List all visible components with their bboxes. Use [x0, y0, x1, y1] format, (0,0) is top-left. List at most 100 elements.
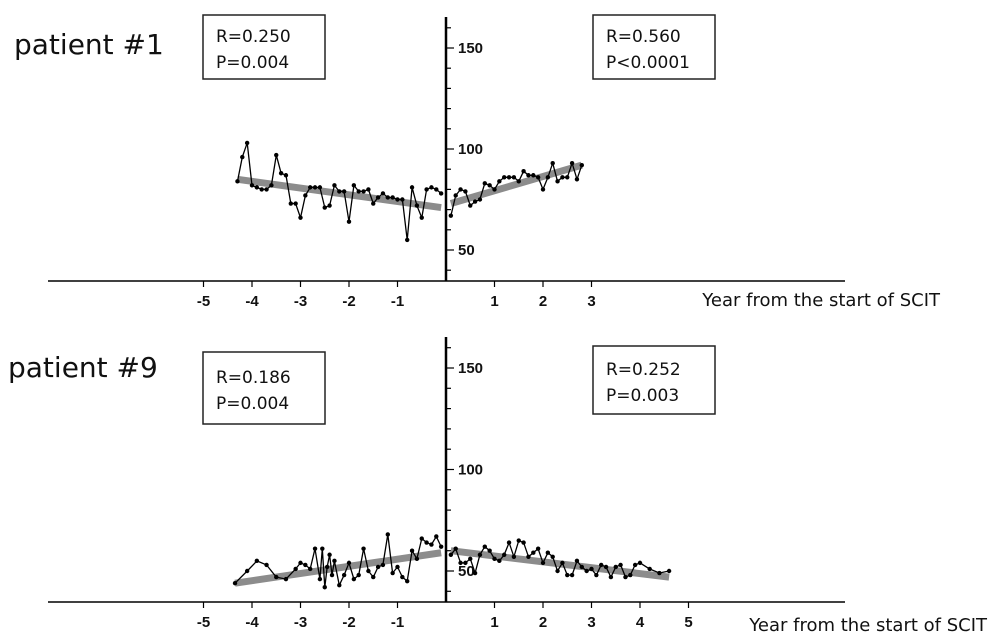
x-tick-label: -3 [294, 293, 307, 310]
data-point [623, 574, 628, 580]
data-point [371, 574, 376, 580]
x-tick-label: 3 [587, 614, 595, 631]
stats-box-before [202, 14, 326, 80]
x-tick-label: -5 [197, 614, 210, 631]
data-point [351, 183, 357, 188]
data-point [346, 560, 352, 566]
stat-r-after: R=0.252 [606, 360, 681, 380]
data-point [555, 179, 560, 184]
data-point [312, 546, 318, 551]
x-axis-title: Year from the start of SCIT [701, 290, 941, 311]
data-point [584, 568, 589, 574]
data-point [569, 160, 575, 166]
data-point [322, 585, 327, 590]
data-point [540, 560, 546, 566]
trend-line-after [449, 161, 583, 207]
data-point [317, 185, 323, 190]
data-point [594, 572, 599, 578]
data-point [317, 576, 323, 582]
data-point [434, 534, 439, 539]
stats-box-before [202, 351, 326, 425]
data-point [477, 552, 483, 557]
data-series [235, 140, 584, 243]
data-point [361, 546, 366, 551]
data-point [429, 542, 434, 547]
data-point [637, 560, 643, 566]
x-tick-label: 2 [539, 614, 547, 631]
data-point [244, 140, 250, 146]
x-tick-label: 2 [539, 293, 547, 310]
data-point [438, 191, 444, 196]
data-point [487, 183, 492, 188]
data-point [448, 213, 454, 218]
data-point [390, 570, 395, 576]
data-point [424, 187, 429, 192]
stats-box-after [592, 14, 716, 80]
data-point [521, 169, 526, 174]
data-point [540, 187, 546, 192]
x-tick-label: 5 [684, 614, 692, 631]
data-point [337, 189, 342, 194]
data-point [599, 562, 604, 568]
data-point [463, 560, 468, 566]
y-tick-label: 50 [458, 242, 475, 259]
data-point [322, 205, 327, 210]
data-point [657, 570, 662, 576]
data-point [385, 195, 390, 200]
data-point [589, 566, 594, 572]
x-tick-label: -4 [245, 614, 259, 631]
x-tick-label: 3 [587, 293, 595, 310]
data-point [244, 568, 250, 574]
data-point [380, 191, 386, 196]
data-point [395, 564, 400, 570]
data-point [298, 215, 303, 220]
data-point [385, 532, 390, 537]
data-point [346, 219, 352, 224]
data-point [283, 576, 289, 582]
data-point [477, 197, 483, 202]
data-point [395, 197, 400, 202]
data-point [535, 175, 541, 180]
series-line-before [234, 534, 442, 588]
data-point [259, 187, 264, 192]
data-point [303, 193, 308, 198]
data-point [555, 568, 560, 574]
data-point [565, 572, 570, 578]
x-tick-label: 1 [490, 293, 498, 310]
data-point [293, 201, 298, 206]
trend-line-after [450, 547, 670, 581]
data-point [414, 203, 420, 208]
data-point [283, 173, 289, 178]
data-point [337, 583, 342, 588]
data-point [366, 568, 371, 574]
data-point [550, 160, 555, 166]
data-point [482, 181, 487, 186]
x-tick-label: -4 [245, 293, 259, 310]
data-point [419, 536, 424, 541]
data-point [235, 179, 240, 184]
data-point [240, 154, 245, 160]
data-point [405, 237, 410, 243]
data-point [569, 572, 575, 578]
data-point [560, 560, 565, 566]
data-point [647, 566, 652, 572]
data-point [472, 199, 478, 204]
data-point [535, 546, 541, 551]
data-point [497, 179, 502, 184]
data-point [351, 576, 357, 582]
x-tick-label: -2 [342, 614, 355, 631]
data-point [506, 175, 512, 180]
stat-p-before: P=0.004 [216, 394, 289, 414]
data-point [574, 177, 580, 182]
data-point [232, 580, 238, 586]
data-point [308, 566, 313, 572]
data-point [356, 572, 361, 578]
data-point [332, 183, 337, 188]
data-point [327, 203, 332, 208]
data-point [366, 187, 371, 192]
data-point [380, 562, 386, 568]
data-point [264, 562, 269, 568]
data-point [482, 544, 487, 549]
y-tick-label: 100 [458, 462, 483, 479]
data-point [492, 187, 497, 192]
